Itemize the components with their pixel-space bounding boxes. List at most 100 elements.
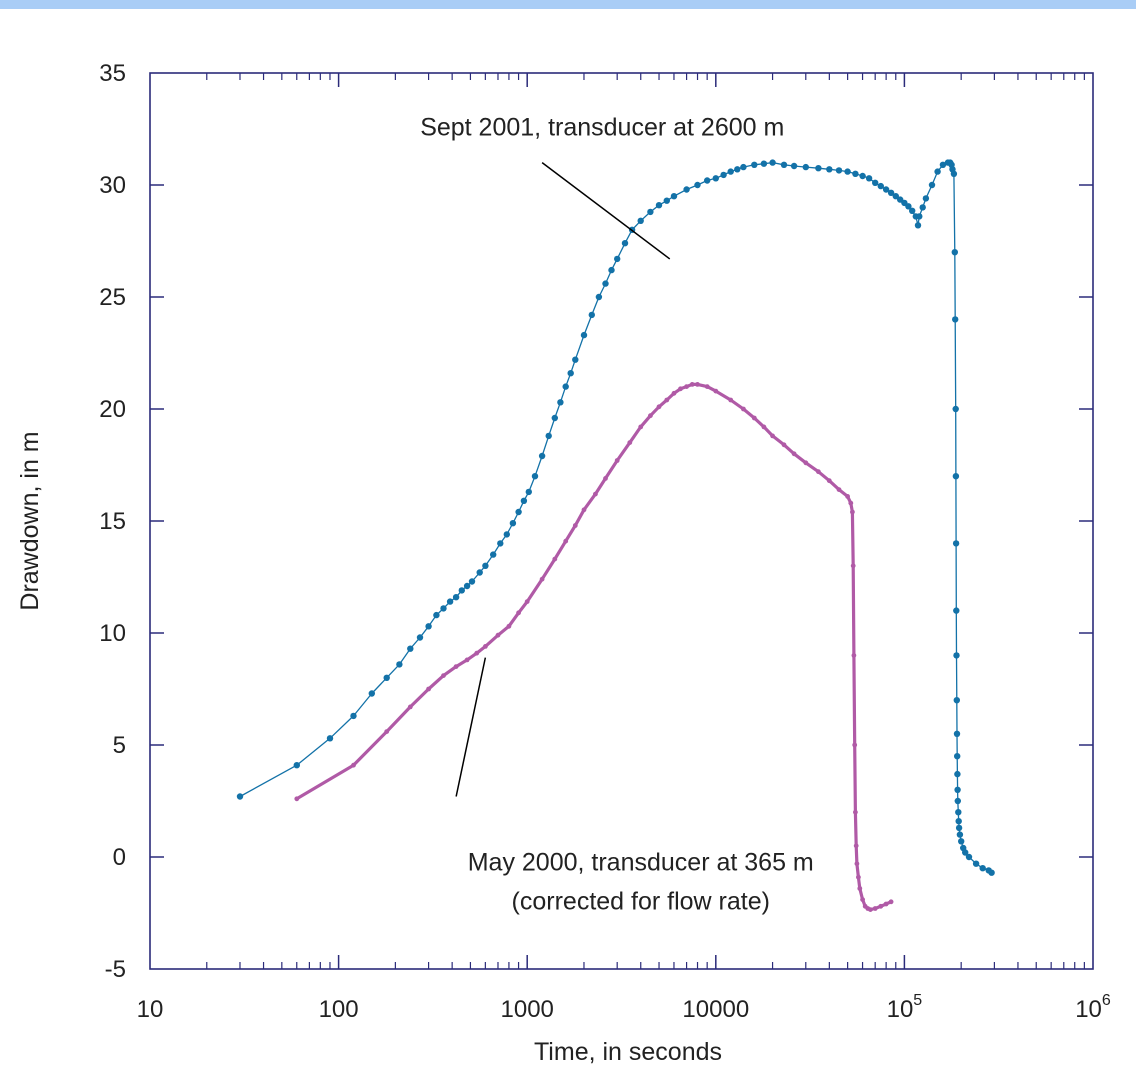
data-point [856,874,861,880]
annotation-layer: Sept 2001, transducer at 2600 m May 2000,… [420,114,814,916]
data-point [955,809,962,816]
x-tick-label: 105 [887,992,923,1023]
data-point [563,538,569,544]
series-sept [236,159,995,876]
data-point [689,382,695,387]
data-point [580,331,588,339]
plot-frame [149,72,1094,970]
data-point [826,166,833,173]
data-point [955,824,963,832]
y-axis-title: Drawdown, in m [16,431,44,610]
y-tick-label: 15 [99,508,126,535]
data-point [848,500,854,506]
data-point [495,632,501,638]
data-point [446,598,454,605]
data-point [835,167,843,174]
data-point [919,204,926,211]
y-tick-label: 25 [99,284,126,311]
data-point [671,390,677,396]
data-point [854,861,860,867]
data-point [815,165,822,172]
data-point [468,578,476,585]
data-point [852,170,859,177]
data-point [751,415,757,421]
data-point [483,644,488,649]
y-tick-label: 5 [113,732,126,759]
x-tick-label: 1000 [501,996,554,1023]
data-point [637,217,644,224]
data-point [850,563,856,569]
data-point [524,599,530,604]
data-point [816,469,821,475]
data-point [826,478,832,484]
data-point [638,424,644,430]
data-point [552,556,558,562]
data-point [836,487,842,492]
data-point [464,657,470,663]
data-point [728,397,734,403]
data-point [852,742,858,748]
series-layer [236,159,995,912]
data-point [463,582,471,590]
data-point [572,523,578,528]
data-point [939,161,947,168]
data-point [490,551,497,558]
data-point [853,843,859,849]
x-tick-label: 100 [319,996,359,1023]
data-point [857,886,863,891]
data-point [694,181,701,189]
data-point [953,730,961,737]
data-point [953,607,960,614]
data-point [572,356,579,363]
data-point [770,433,775,439]
data-point [883,901,889,907]
data-point [954,797,961,805]
data-point [953,697,960,704]
data-point [670,193,678,200]
data-point [741,406,746,412]
annotation-label-may: (corrected for flow rate) [512,887,770,915]
data-point [704,384,710,389]
data-point [952,473,960,480]
data-point [988,869,995,876]
data-point [664,397,670,403]
data-point [396,661,403,668]
data-point [545,432,552,440]
data-point [350,712,357,720]
data-point [878,903,884,909]
data-point [509,520,517,527]
data-point [474,650,480,656]
data-point [441,673,446,678]
data-point [954,786,961,793]
data-point [236,793,244,800]
data-point [476,569,483,576]
data-point [426,686,431,692]
data-point [588,311,595,319]
data-point [727,168,734,175]
data-point [853,809,858,815]
x-tick-label: 106 [1075,992,1111,1023]
x-axis-title: Time, in seconds [534,1038,722,1066]
data-point [551,414,558,422]
data-point [928,181,936,189]
data-point [595,293,603,301]
data-point [614,458,620,463]
data-point [516,610,521,616]
data-point [952,540,960,547]
data-point [407,704,413,710]
data-point [712,175,719,182]
data-point [655,202,663,209]
data-point [678,386,683,392]
data-point [602,280,609,287]
data-point [458,587,465,594]
plot-border [149,72,1094,970]
data-point [887,189,895,196]
data-point [892,193,899,200]
data-point [684,384,689,389]
y-tick-label: 0 [113,844,126,871]
data-point [416,634,424,641]
data-point [383,674,390,681]
data-point [740,163,747,171]
data-point [780,161,788,168]
data-point [648,413,653,419]
